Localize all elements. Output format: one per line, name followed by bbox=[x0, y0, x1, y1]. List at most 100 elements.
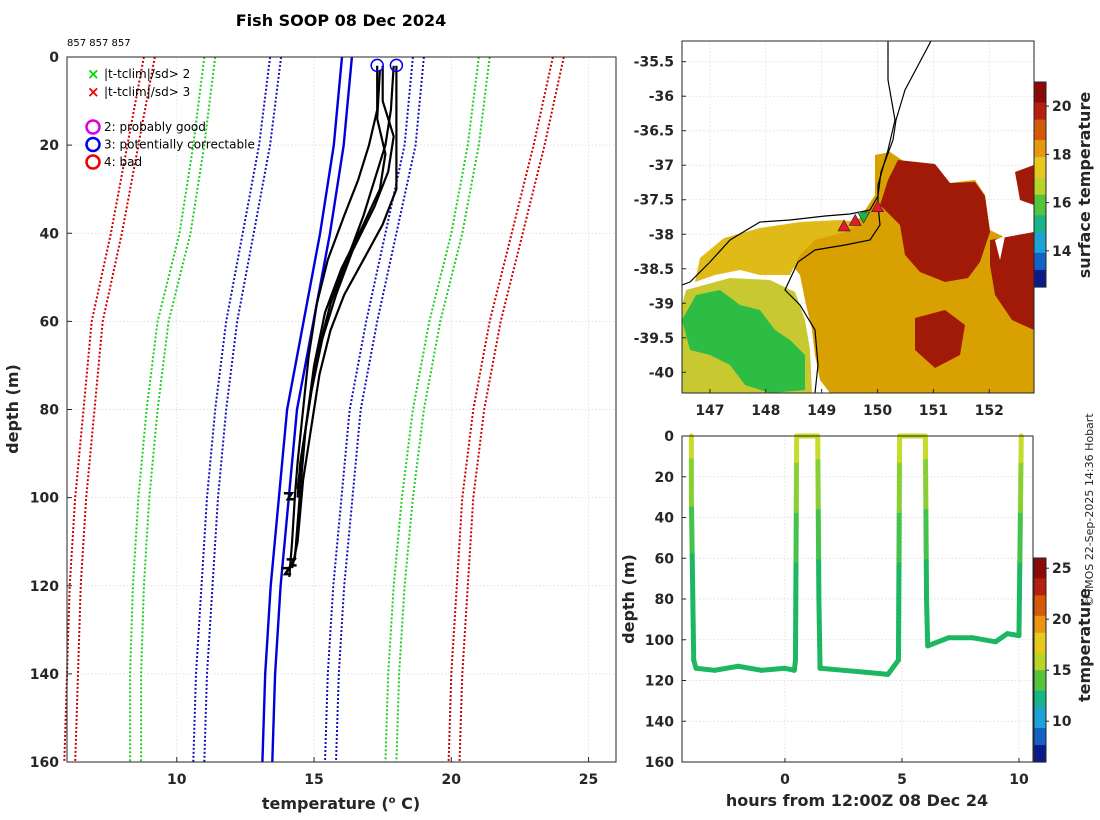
timeseries-xtick-label: 10 bbox=[1009, 772, 1029, 788]
profile-ytick-label: 60 bbox=[40, 314, 60, 330]
map-colorbar-cell bbox=[1034, 225, 1046, 230]
map-colorbar-cell bbox=[1034, 235, 1046, 240]
map-colorbar-cell bbox=[1034, 283, 1046, 288]
map-colorbar-cell bbox=[1034, 140, 1046, 145]
timeseries-ytick-label: 0 bbox=[664, 429, 674, 445]
map-xtick-label: 150 bbox=[863, 403, 892, 419]
timeseries-colorbar-tick-label: 10 bbox=[1052, 714, 1072, 730]
timeseries-colorbar-cell bbox=[1034, 687, 1046, 692]
map-station-marker bbox=[857, 211, 871, 224]
legend-flag-label: |t-tclim|/sd> 3 bbox=[104, 85, 190, 99]
map-colorbar-cell bbox=[1034, 164, 1046, 169]
timeseries-colorbar-cell bbox=[1034, 619, 1046, 624]
map-colorbar-tick-label: 20 bbox=[1052, 99, 1072, 115]
map-colorbar-cell bbox=[1034, 201, 1046, 206]
timeseries-colorbar-cell bbox=[1034, 694, 1046, 698]
map-ytick-label: -35.5 bbox=[634, 55, 674, 71]
timeseries-xtick-label: 5 bbox=[897, 772, 907, 788]
timeseries-track-segment bbox=[759, 665, 788, 673]
map-colorbar-cell bbox=[1034, 232, 1046, 237]
timeseries-colorbar-cell bbox=[1034, 598, 1046, 603]
map-colorbar-cell bbox=[1034, 146, 1046, 151]
timeseries-track-segment bbox=[969, 635, 999, 645]
profile-qc-marker bbox=[389, 58, 404, 73]
map-sst-eddy-south bbox=[915, 310, 965, 368]
timeseries-colorbar-cell bbox=[1034, 734, 1046, 739]
timeseries-track bbox=[688, 433, 1024, 677]
map-xtick-label: 149 bbox=[807, 403, 836, 419]
timeseries-colorbar-cell bbox=[1034, 571, 1046, 576]
profile-line-clim-2sd-low-b bbox=[140, 56, 217, 762]
map-colorbar-cell bbox=[1034, 129, 1046, 134]
timeseries-colorbar-cell bbox=[1034, 588, 1046, 593]
profile-legend: × |t-tclim|/sd> 2 × |t-tclim|/sd> 3 2: proba… bbox=[85, 65, 255, 170]
timeseries-colorbar-cell bbox=[1034, 731, 1046, 736]
map-station-marker bbox=[837, 219, 851, 232]
timeseries-colorbar-cell bbox=[1034, 632, 1046, 637]
legend-flag-label: |t-tclim|/sd> 2 bbox=[104, 67, 190, 81]
map-colorbar-cell bbox=[1034, 249, 1046, 254]
timeseries-colorbar-cell bbox=[1034, 741, 1046, 746]
timeseries-colorbar-cell bbox=[1034, 592, 1046, 596]
timeseries-ytick-label: 120 bbox=[645, 674, 674, 690]
timeseries-colorbar-tick-label: 15 bbox=[1052, 663, 1071, 679]
timeseries-colorbar-cell bbox=[1034, 690, 1046, 695]
timeseries-colorbar-cell bbox=[1034, 677, 1046, 681]
profile-line-clim-1sd-low-b bbox=[203, 56, 283, 763]
map-colorbar-cell bbox=[1034, 143, 1046, 148]
timeseries-colorbar-cell bbox=[1034, 612, 1046, 617]
profile-line-profile-1 bbox=[288, 65, 379, 577]
legend-cross-marker: × bbox=[87, 83, 100, 101]
timeseries-ytick-label: 60 bbox=[655, 551, 675, 567]
map-colorbar-cell bbox=[1034, 239, 1046, 244]
map-ytick-label: -39 bbox=[649, 296, 674, 312]
profile-line-profile-4 bbox=[291, 65, 398, 569]
timeseries-colorbar-cell bbox=[1034, 595, 1046, 600]
map-station-marker bbox=[848, 213, 862, 226]
map-colorbar-cell bbox=[1034, 276, 1046, 281]
credit-text: © IMOS 22-Sep-2025 14:36 Hobart bbox=[1083, 413, 1096, 607]
profile-xlabel: temperature (o C) bbox=[262, 794, 420, 813]
timeseries-colorbar-cell bbox=[1034, 758, 1046, 763]
timeseries-ytick-label: 100 bbox=[645, 633, 674, 649]
profile-ytick-label: 80 bbox=[40, 403, 60, 419]
timeseries-colorbar-cell bbox=[1034, 629, 1046, 634]
map-cloud-gap bbox=[995, 236, 1005, 260]
timeseries-colorbar-cell bbox=[1034, 558, 1046, 562]
map-colorbar-cell bbox=[1034, 85, 1046, 90]
timeseries-track-segment bbox=[735, 663, 765, 673]
profile-line-clim-3sd-low-b bbox=[74, 56, 156, 763]
profile-ytick-label: 100 bbox=[30, 491, 59, 507]
timeseries-colorbar-cell bbox=[1034, 561, 1046, 566]
map-sst-eddy-east bbox=[990, 232, 1034, 330]
timeseries-colorbar-cell bbox=[1034, 636, 1046, 641]
timeseries-xtick-label: 0 bbox=[780, 772, 790, 788]
timeseries-ytick-label: 160 bbox=[645, 755, 674, 771]
map-colorbar-cell bbox=[1034, 112, 1046, 117]
map-colorbar-cell bbox=[1034, 191, 1046, 196]
map-colorbar-cell bbox=[1034, 160, 1046, 165]
legend-qc-label: 3: potentially correctable bbox=[104, 138, 255, 152]
profile-qc-markers bbox=[370, 58, 404, 73]
timeseries-colorbar-cell bbox=[1034, 721, 1046, 726]
legend-circle-marker bbox=[85, 136, 101, 153]
map-colorbar-cell bbox=[1034, 211, 1046, 216]
timeseries-ylabel: depth (m) bbox=[619, 554, 638, 644]
map-colorbar-cell bbox=[1034, 184, 1046, 189]
timeseries-ytick-label: 80 bbox=[655, 592, 675, 608]
map-colorbar-cell bbox=[1034, 215, 1046, 220]
timeseries-colorbar-cell bbox=[1034, 748, 1046, 753]
timeseries-colorbar-cell bbox=[1034, 643, 1046, 647]
map-ytick-label: -37 bbox=[649, 158, 674, 174]
map-colorbar-cell bbox=[1034, 109, 1046, 114]
timeseries-track-segment bbox=[693, 665, 718, 673]
map-colorbar-cell bbox=[1034, 259, 1046, 264]
map-colorbar-cell bbox=[1034, 273, 1046, 278]
map-colorbar: 14 16 18 20 bbox=[1033, 81, 1072, 288]
timeseries-colorbar-tick-label: 25 bbox=[1052, 561, 1071, 577]
timeseries-colorbar-cell bbox=[1034, 646, 1046, 651]
map-colorbar-label: surface temperature bbox=[1075, 92, 1094, 279]
timeseries-colorbar-cell bbox=[1034, 578, 1046, 583]
profile-end-mark bbox=[281, 566, 292, 576]
